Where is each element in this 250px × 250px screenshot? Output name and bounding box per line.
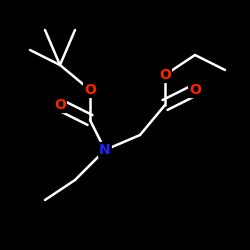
Text: O: O	[189, 83, 201, 97]
Text: O: O	[159, 68, 171, 82]
Text: O: O	[54, 98, 66, 112]
Text: N: N	[99, 143, 111, 157]
Text: O: O	[84, 83, 96, 97]
